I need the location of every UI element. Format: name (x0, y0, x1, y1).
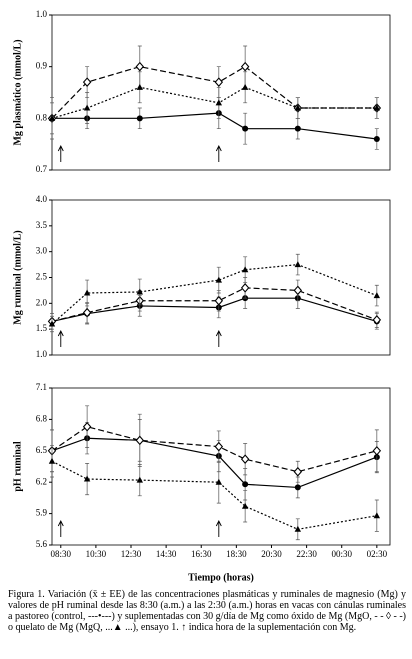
y-tick-label: 3.0 (36, 246, 48, 256)
marker (294, 484, 301, 491)
y-tick-label: 1.0 (36, 349, 48, 359)
marker (215, 99, 223, 106)
marker (135, 435, 145, 446)
marker (215, 478, 223, 485)
series-line (51, 426, 377, 473)
y-axis-title: Mg ruminal (mmol/L) (12, 230, 23, 324)
x-tick-label: 14:30 (156, 549, 177, 559)
y-tick-label: 5.6 (36, 539, 48, 549)
y-tick-label: 7.1 (36, 382, 47, 392)
series-line (51, 65, 377, 119)
marker (242, 125, 249, 132)
x-tick-label: 02:30 (367, 549, 388, 559)
marker (136, 83, 143, 90)
marker (82, 421, 92, 432)
series-line (51, 437, 378, 489)
plot-frame (51, 387, 391, 546)
y-axis-title: pH ruminal (12, 441, 23, 492)
marker (214, 77, 224, 88)
y-tick-label: 6.5 (36, 445, 48, 455)
x-tick-label: 18:30 (226, 549, 247, 559)
marker (373, 136, 380, 142)
marker (135, 61, 145, 72)
x-tick-label: 00:30 (331, 549, 352, 559)
marker (242, 481, 249, 488)
y-tick-label: 6.8 (36, 413, 48, 423)
marker (240, 282, 250, 293)
marker (294, 125, 301, 132)
arrow (215, 329, 222, 347)
marker (241, 266, 249, 273)
marker (48, 320, 56, 327)
marker (293, 466, 303, 477)
y-tick-label: 4.0 (36, 194, 48, 204)
y-tick-label: 0.9 (36, 61, 48, 71)
marker (372, 315, 382, 325)
marker (240, 61, 250, 72)
arrow (57, 144, 64, 162)
marker (372, 445, 382, 456)
y-tick-label: 0.8 (36, 112, 48, 122)
y-tick-label: 6.2 (36, 476, 47, 486)
marker (136, 115, 143, 122)
caption: Figura 1. Variación (x̄ ± EE) de las con… (8, 589, 406, 633)
marker (82, 77, 92, 88)
chart: 0.7 0.8 0.9 1.0 Mg plasmático (mmol/L) 1.0 1.5… (12, 9, 391, 583)
y-tick-label: 2.0 (36, 297, 48, 307)
marker (293, 285, 303, 296)
marker (294, 104, 302, 111)
plot-frame (51, 199, 391, 356)
series-line (51, 460, 377, 530)
series-line (51, 263, 378, 325)
x-tick-label: 20:30 (261, 549, 282, 559)
y-tick-label: 3.5 (36, 220, 48, 230)
arrow (57, 329, 64, 347)
x-tick-label: 16:30 (191, 549, 212, 559)
marker (83, 104, 91, 111)
y-tick-label: 1.0 (36, 9, 48, 19)
x-axis-title: Tiempo (horas) (188, 572, 254, 583)
marker (373, 292, 381, 299)
x-tick-label: 12:30 (121, 549, 142, 559)
marker (136, 288, 143, 295)
marker (294, 261, 302, 268)
arrow (57, 519, 64, 537)
arrow (215, 144, 222, 162)
y-tick-label: 0.7 (36, 164, 48, 174)
plot-frame (51, 14, 391, 171)
y-tick-label: 5.9 (36, 508, 48, 518)
marker (136, 476, 143, 483)
marker (82, 307, 92, 318)
y-axis-title: Mg plasmático (mmol/L) (12, 39, 23, 145)
marker (294, 525, 302, 532)
marker (214, 441, 224, 452)
arrow (215, 519, 222, 537)
marker (83, 475, 91, 482)
x-tick-label: 08:30 (51, 549, 72, 559)
marker (240, 454, 250, 465)
marker (214, 295, 224, 306)
y-tick-label: 1.5 (36, 323, 48, 333)
series-line (52, 112, 377, 140)
marker (83, 289, 91, 296)
x-tick-label: 10:30 (86, 549, 107, 559)
marker (215, 276, 223, 283)
marker (373, 104, 381, 111)
marker (241, 83, 249, 90)
marker (48, 457, 56, 464)
marker (241, 502, 249, 509)
y-tick-label: 2.5 (36, 272, 48, 282)
x-tick-label: 22:30 (296, 549, 317, 559)
marker (373, 512, 381, 519)
marker (48, 114, 56, 121)
